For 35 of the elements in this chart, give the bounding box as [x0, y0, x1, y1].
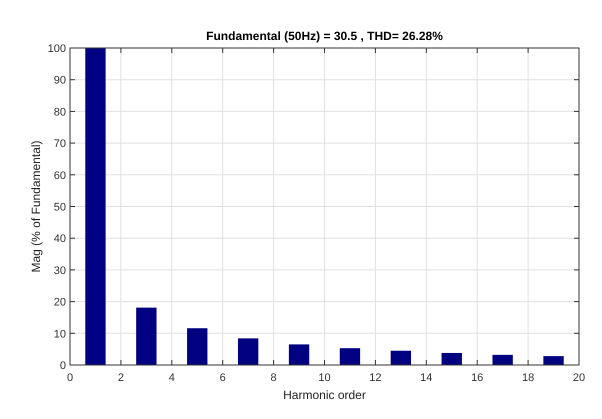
- x-tick-label: 18: [522, 372, 534, 384]
- x-axis-title: Harmonic order: [283, 388, 366, 402]
- y-tick-label: 90: [54, 74, 66, 87]
- bar: [340, 348, 360, 365]
- y-tick-label: 50: [54, 202, 66, 214]
- y-tick-label: 100: [48, 43, 66, 55]
- bar: [543, 356, 564, 365]
- bar: [442, 352, 462, 365]
- x-tick-label: 10: [318, 372, 331, 384]
- x-tick-label: 14: [420, 372, 432, 384]
- y-tick-label: 10: [54, 328, 66, 340]
- y-axis-title: Mag (% of Fundamental): [29, 140, 43, 273]
- x-tick-label: 16: [471, 372, 484, 384]
- chart-title: Fundamental (50Hz) = 30.5 , THD= 26.28%: [206, 29, 444, 43]
- y-tick-label: 40: [54, 233, 66, 246]
- y-tick-label: 30: [54, 264, 66, 277]
- bar: [187, 328, 208, 365]
- x-tick-label: 8: [270, 372, 277, 384]
- bar: [288, 344, 310, 365]
- x-tick-label: 4: [168, 372, 175, 384]
- x-tick-label: 12: [369, 372, 382, 384]
- y-tick-label: 70: [54, 138, 66, 150]
- y-tick-label: 20: [54, 296, 66, 309]
- y-tick-label: 60: [54, 170, 66, 182]
- x-tick-label: 20: [572, 372, 586, 384]
- x-tick-label: 2: [118, 372, 124, 384]
- bar: [390, 350, 412, 365]
- bar: [136, 308, 157, 365]
- x-tick-label: 0: [66, 372, 74, 384]
- y-tick-label: 0: [60, 360, 66, 372]
- bar: [85, 48, 106, 365]
- x-tick-label: 6: [220, 372, 226, 384]
- bar: [238, 338, 258, 365]
- y-tick-label: 80: [54, 106, 66, 118]
- bar: [492, 354, 513, 365]
